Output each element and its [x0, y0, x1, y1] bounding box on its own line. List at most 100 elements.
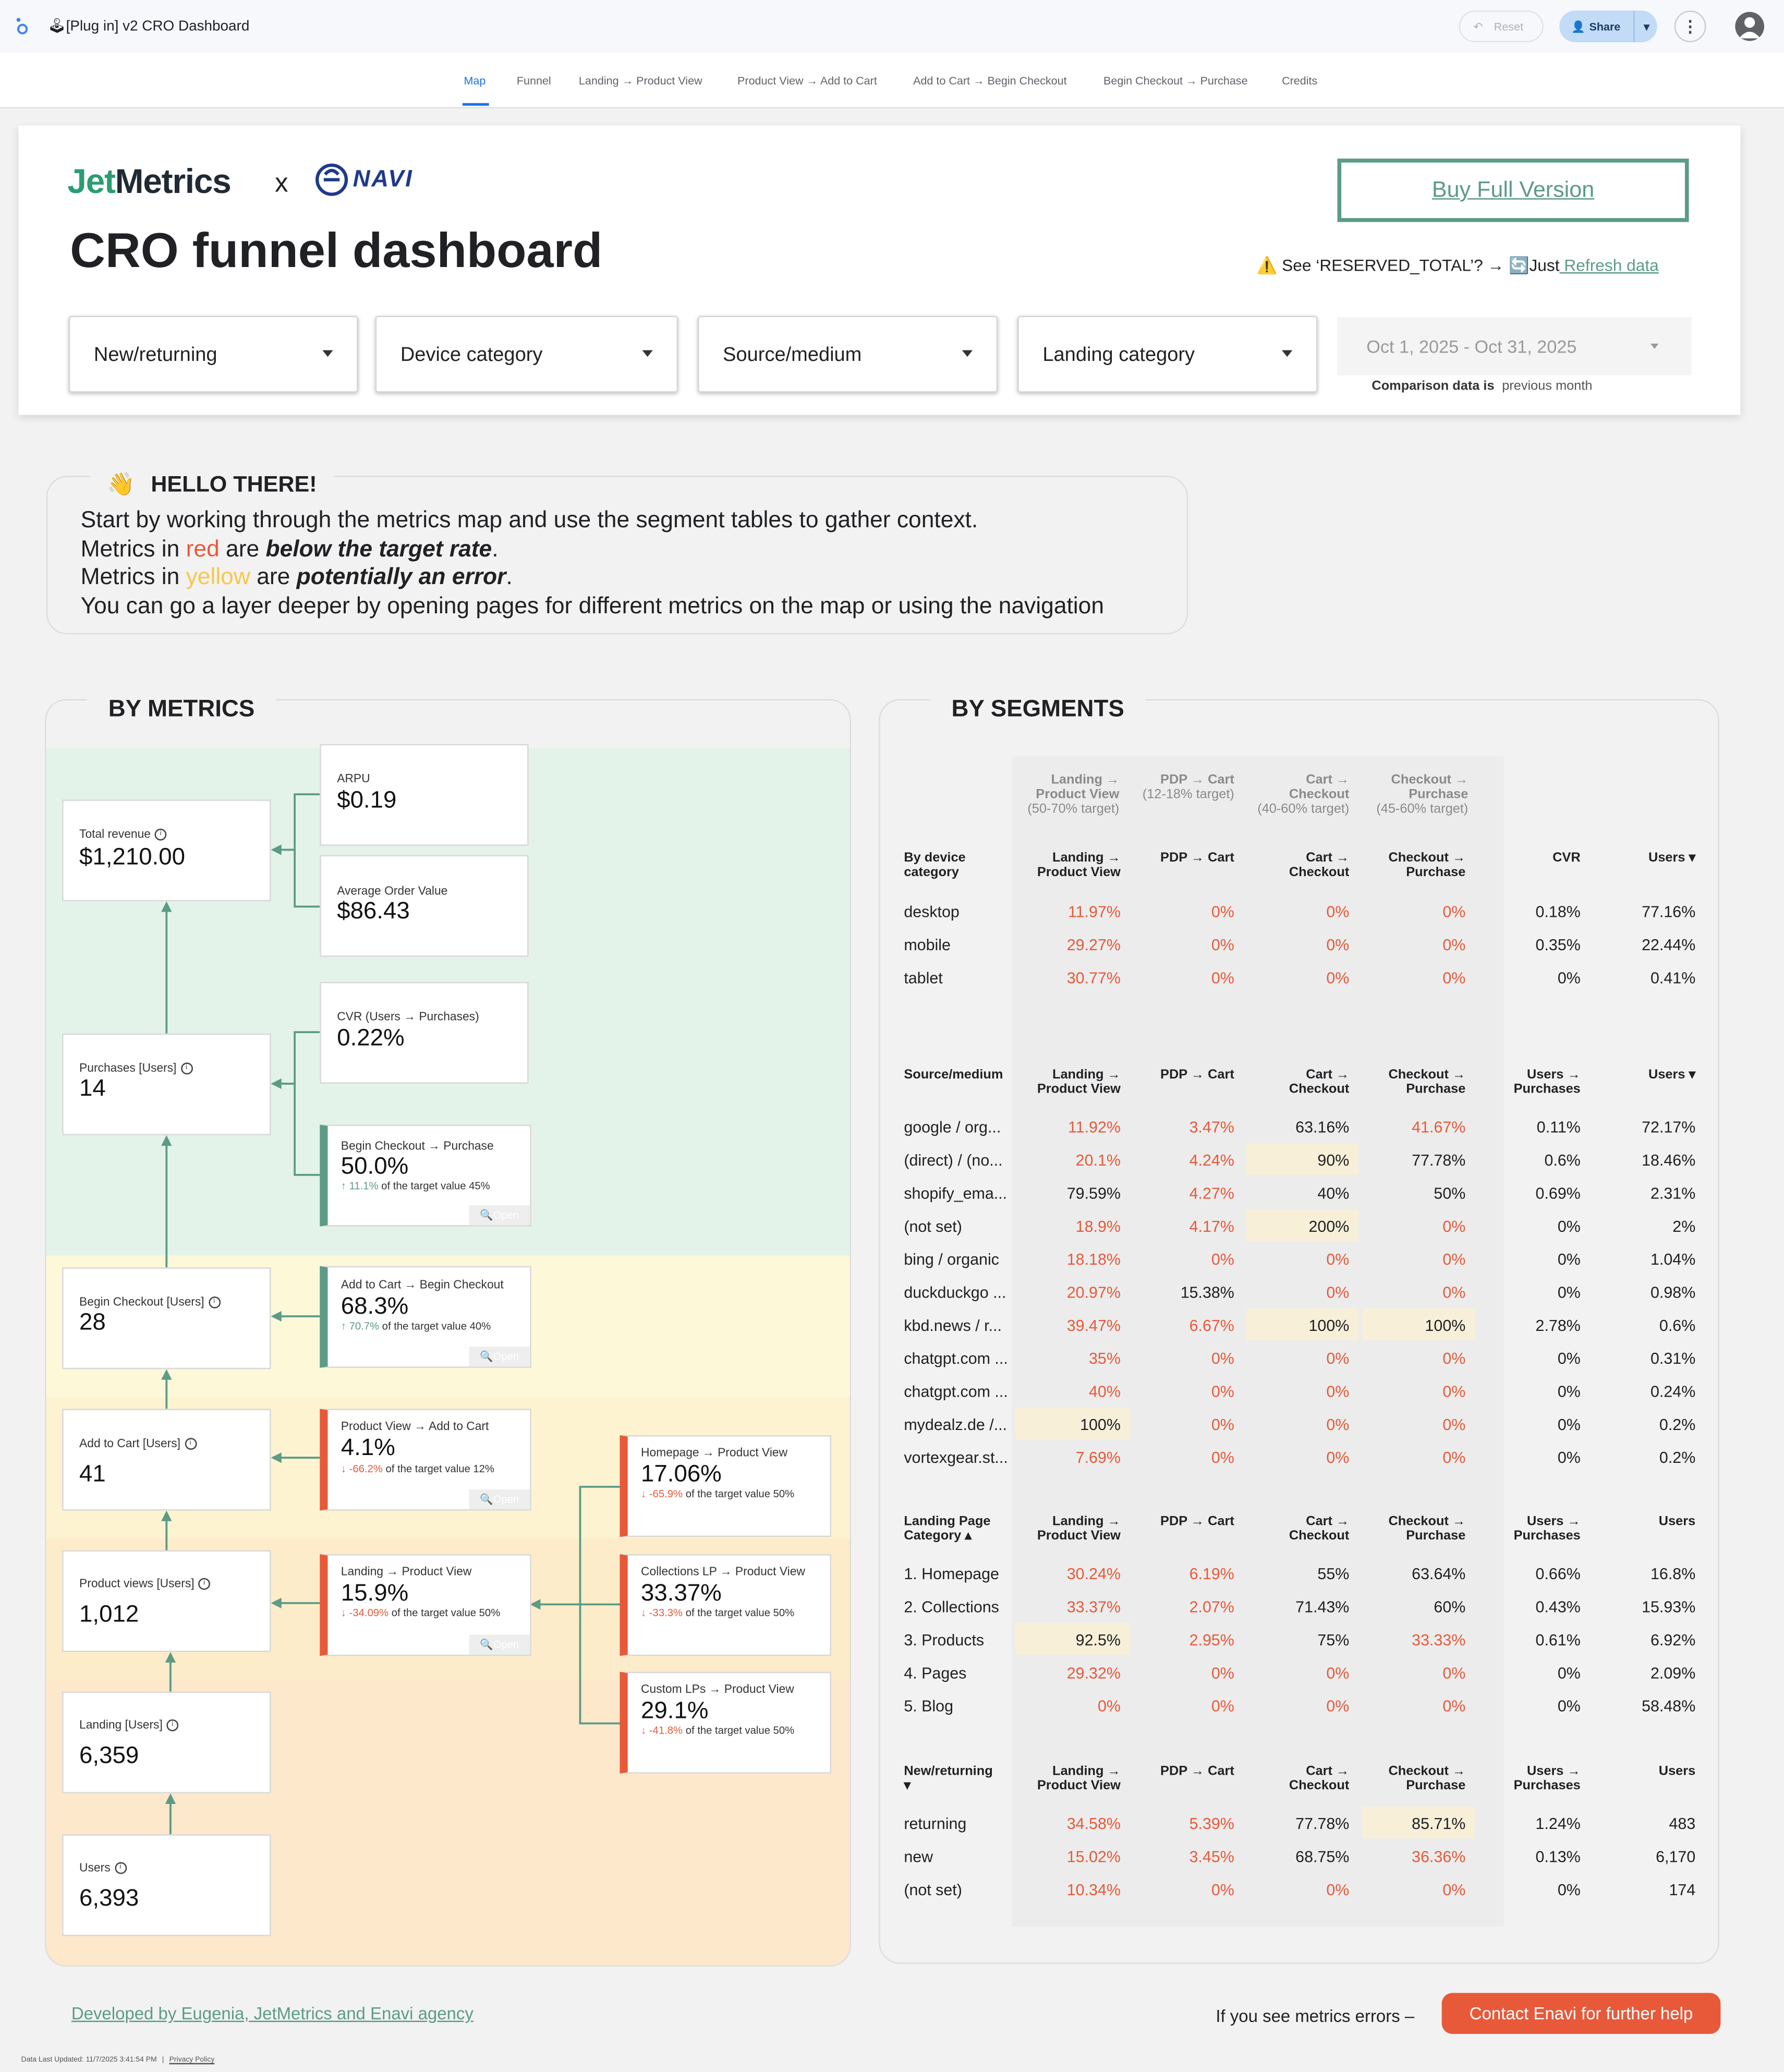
info-icon[interactable]: i — [184, 1438, 197, 1450]
account-avatar-icon[interactable] — [1735, 11, 1765, 41]
segment-cell: 0.69% — [1535, 1184, 1581, 1203]
segment-column-header[interactable]: Cart → Checkout — [1289, 1514, 1350, 1544]
segment-column-header[interactable]: Landing → Product View — [1037, 1514, 1121, 1544]
segment-column-header[interactable]: Users — [1658, 1514, 1696, 1529]
tab-product-view-add-to-cart[interactable]: Product View → Add to Cart — [737, 74, 877, 88]
cvr-card[interactable]: CVR (Users → Purchases) 0.22% — [320, 982, 529, 1084]
aov-card[interactable]: Average Order Value $86.43 — [320, 855, 529, 957]
segment-cell: 71.43% — [1295, 1597, 1350, 1617]
segment-column-header[interactable]: Users ▾ — [1648, 1068, 1696, 1083]
total-revenue-card[interactable]: Total revenue i $1,210.00 — [62, 799, 271, 902]
tab-credits[interactable]: Credits — [1282, 74, 1318, 88]
segment-column-header[interactable]: Source/medium — [904, 1068, 1003, 1083]
product-view-add-to-cart-rate-card[interactable]: Product View → Add to Cart 4.1% ↓ -66.2%… — [320, 1409, 531, 1511]
open-button[interactable]: 🔍Open — [469, 1489, 530, 1509]
segment-column-header[interactable]: Users → Purchases — [1513, 1764, 1581, 1794]
segment-column-header[interactable]: Checkout → Purchase — [1388, 1068, 1466, 1097]
segment-cell: 6,170 — [1656, 1847, 1696, 1867]
hello-box — [46, 476, 1188, 635]
segment-column-header[interactable]: Landing → Product View — [1037, 851, 1121, 880]
segment-column-header[interactable]: PDP → Cart — [1160, 851, 1234, 866]
segment-column-header[interactable]: PDP → Cart — [1160, 1764, 1234, 1779]
segment-cell: 0.6% — [1544, 1151, 1581, 1170]
open-button[interactable]: 🔍Open — [469, 1634, 530, 1655]
info-icon[interactable]: i — [198, 1578, 211, 1590]
arpu-card[interactable]: ARPU $0.19 — [320, 744, 529, 846]
segment-column-header[interactable]: PDP → Cart — [1160, 1068, 1234, 1083]
chevron-down-icon — [1650, 343, 1659, 349]
custom-lps-product-view-rate-card[interactable]: Custom LPs → Product View 29.1% ↓ -41.8%… — [620, 1671, 831, 1774]
segment-column-header[interactable]: Users → Purchases — [1513, 1514, 1581, 1544]
developed-by-link[interactable]: Developed by Eugenia, JetMetrics and Ena… — [71, 2003, 474, 2023]
info-icon[interactable]: i — [114, 1862, 127, 1874]
purchases-card[interactable]: Purchases [Users] i 14 — [62, 1033, 271, 1135]
segment-column-header[interactable]: Checkout → Purchase — [1388, 1764, 1466, 1794]
segment-cell: 0% — [1211, 902, 1234, 922]
info-icon[interactable]: i — [208, 1296, 221, 1309]
refresh-hint: ⚠️ See ‘RESERVED_TOTAL’? → 🔄Just Refresh… — [1256, 256, 1659, 275]
segment-column-header[interactable]: Cart → Checkout — [1289, 1764, 1350, 1794]
target-header: Cart → Checkout (40-60% target) — [1257, 773, 1350, 817]
logo-separator: x — [275, 169, 288, 199]
segment-cell: 85.71% — [1412, 1814, 1466, 1833]
segment-cell: 0% — [1326, 1664, 1350, 1682]
potential-error-highlight — [1362, 1807, 1475, 1838]
segment-column-header[interactable]: Landing → Product View — [1037, 1764, 1121, 1794]
segment-column-header[interactable]: By device category — [904, 851, 966, 880]
filter-new-returning[interactable]: New/returning — [68, 316, 358, 393]
segment-column-header[interactable]: Checkout → Purchase — [1388, 1514, 1466, 1544]
homepage-product-view-rate-card[interactable]: Homepage → Product View 17.06% ↓ -65.9% … — [620, 1435, 831, 1537]
segment-column-header[interactable]: Landing → Product View — [1037, 1068, 1121, 1097]
segment-column-header[interactable]: Users — [1658, 1764, 1696, 1779]
buy-full-version-button[interactable]: Buy Full Version — [1337, 159, 1689, 222]
add-to-cart-begin-checkout-rate-card[interactable]: Add to Cart → Begin Checkout 68.3% ↑ 70.… — [320, 1266, 531, 1368]
info-icon[interactable]: i — [166, 1719, 179, 1731]
segment-cell: 0% — [1557, 1250, 1581, 1269]
contact-enavi-button[interactable]: Contact Enavi for further help — [1441, 1993, 1721, 2034]
collections-product-view-rate-card[interactable]: Collections LP → Product View 33.37% ↓ -… — [620, 1554, 831, 1656]
potential-error-highlight — [1246, 1143, 1359, 1175]
segment-cell: 100% — [1308, 1316, 1350, 1335]
landing-product-view-rate-card[interactable]: Landing → Product View 15.9% ↓ -34.09% o… — [320, 1554, 531, 1656]
share-dropdown-icon[interactable]: ▾ — [1633, 10, 1658, 43]
refresh-data-link[interactable]: Refresh data — [1559, 256, 1659, 275]
privacy-policy-link[interactable]: Privacy Policy — [169, 2056, 215, 2065]
more-options-icon[interactable]: ⋮ — [1674, 10, 1706, 43]
segment-column-header[interactable]: Users → Purchases — [1513, 1068, 1581, 1097]
filter-landing-category[interactable]: Landing category — [1017, 316, 1318, 393]
tab-map[interactable]: Map — [464, 74, 486, 88]
product-views-card[interactable]: Product views [Users] i 1,012 — [62, 1550, 271, 1652]
landing-users-card[interactable]: Landing [Users] i 6,359 — [62, 1691, 271, 1794]
date-range-picker[interactable]: Oct 1, 2025 - Oct 31, 2025 — [1337, 317, 1692, 375]
segment-column-header[interactable]: Cart → Checkout — [1289, 1068, 1350, 1097]
segment-column-header[interactable]: Cart → Checkout — [1289, 851, 1350, 880]
segment-column-header[interactable]: CVR — [1552, 851, 1581, 866]
segment-column-header[interactable]: Users ▾ — [1648, 851, 1696, 866]
tab-begin-checkout-purchase[interactable]: Begin Checkout → Purchase — [1103, 74, 1248, 88]
segment-cell: 0.6% — [1659, 1316, 1696, 1335]
begin-checkout-purchase-rate-card[interactable]: Begin Checkout → Purchase 50.0% ↑ 11.1% … — [320, 1124, 531, 1227]
info-icon[interactable]: i — [154, 829, 167, 841]
info-icon[interactable]: i — [180, 1062, 192, 1075]
add-to-cart-card[interactable]: Add to Cart [Users] i 41 — [62, 1409, 271, 1511]
tab-add-to-cart-begin-checkout[interactable]: Add to Cart → Begin Checkout — [913, 74, 1067, 88]
reset-button[interactable]: ↶ Reset — [1459, 10, 1544, 43]
share-button[interactable]: 👤 Share ▾ — [1559, 10, 1658, 43]
segment-cell: 0% — [1326, 1415, 1350, 1434]
filter-device-category[interactable]: Device category — [375, 316, 678, 393]
segment-column-header[interactable]: New/returning ▾ — [904, 1764, 993, 1794]
open-button[interactable]: 🔍Open — [469, 1347, 530, 1367]
plugin-icon: 🕹 — [47, 18, 66, 34]
users-card[interactable]: Users i 6,393 — [62, 1834, 271, 1936]
tab-landing-product-view[interactable]: Landing → Product View — [578, 74, 702, 88]
segment-column-header[interactable]: PDP → Cart — [1160, 1514, 1234, 1529]
segment-column-header[interactable]: Checkout → Purchase — [1388, 851, 1466, 880]
tab-funnel[interactable]: Funnel — [516, 74, 551, 88]
segment-cell: 36.36% — [1412, 1847, 1466, 1867]
open-button[interactable]: 🔍Open — [469, 1205, 530, 1226]
looker-logo-icon[interactable] — [15, 16, 28, 34]
begin-checkout-card[interactable]: Begin Checkout [Users] i 28 — [62, 1267, 271, 1370]
segment-column-header[interactable]: Landing Page Category ▴ — [904, 1514, 991, 1544]
filter-source-medium[interactable]: Source/medium — [698, 316, 998, 393]
segment-cell: 75% — [1317, 1631, 1350, 1650]
